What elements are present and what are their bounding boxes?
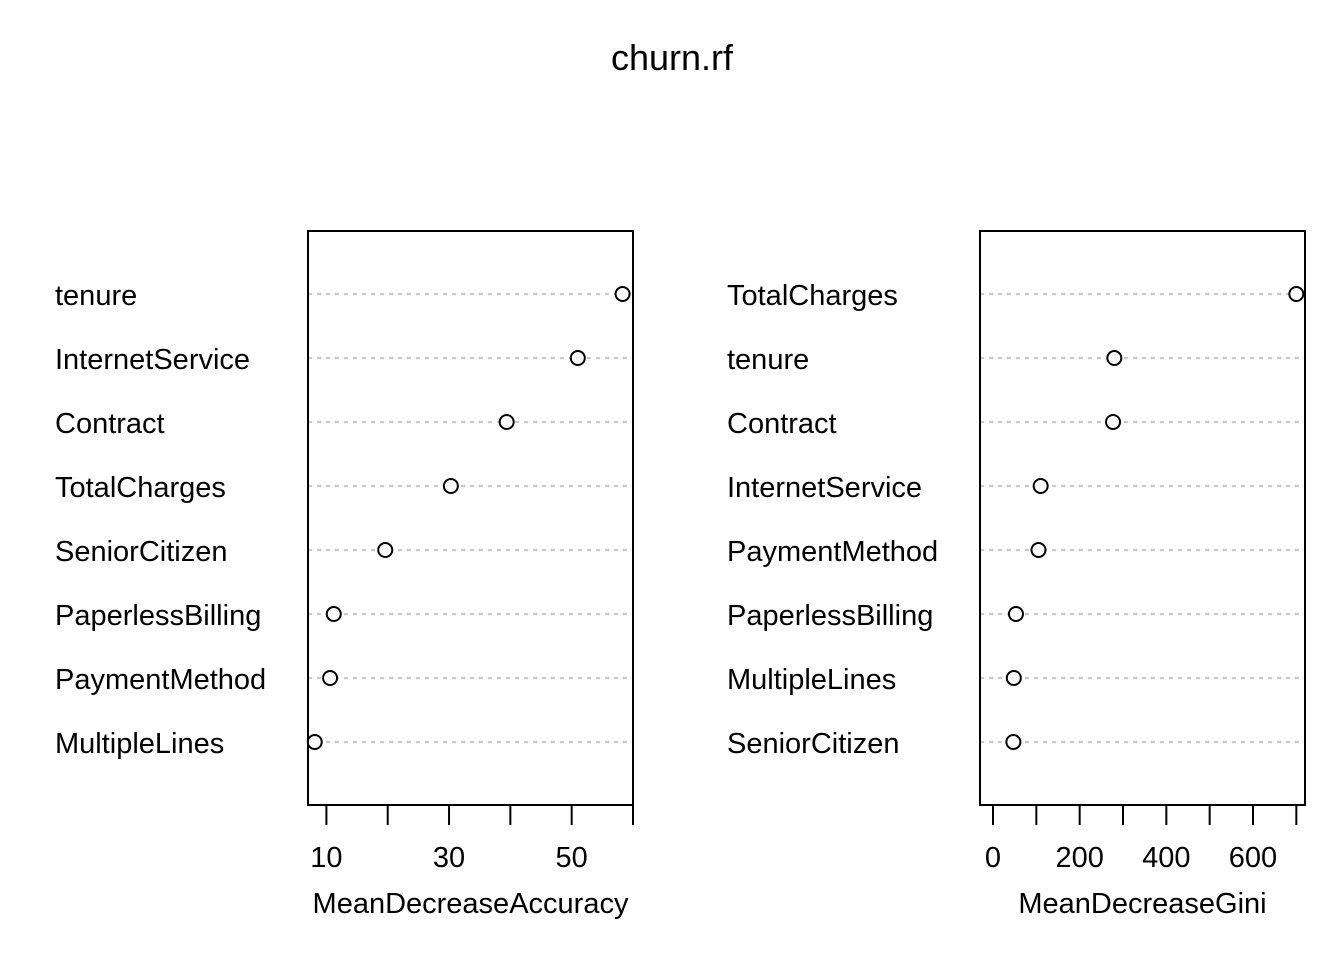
category-label: InternetService <box>727 472 922 504</box>
panels-group: tenureInternetServiceContractTotalCharge… <box>55 230 1306 920</box>
data-point <box>306 734 323 750</box>
data-point <box>1005 670 1022 686</box>
data-point <box>1105 414 1122 430</box>
x-axis-label: MeanDecreaseGini <box>1018 888 1266 920</box>
x-tick-label: 400 <box>1142 842 1190 874</box>
x-tick-label: 10 <box>310 842 342 874</box>
x-tick-label: 30 <box>433 842 465 874</box>
data-point <box>325 606 342 622</box>
x-tick-label: 50 <box>556 842 588 874</box>
data-point <box>1288 286 1305 302</box>
category-label: tenure <box>55 280 137 312</box>
plot-frame <box>307 230 634 806</box>
panel-1: tenure InternetService Contract TotalCharge… <box>55 230 634 920</box>
x-tick-label: 600 <box>1229 842 1277 874</box>
data-point <box>1005 734 1022 750</box>
category-label: MultipleLines <box>55 728 224 760</box>
chart-title: churn.rf <box>611 37 734 78</box>
plot-frame <box>979 230 1306 806</box>
category-label: tenure <box>727 344 809 376</box>
category-label: SeniorCitizen <box>55 536 227 568</box>
category-label: PaymentMethod <box>727 536 938 568</box>
category-label: TotalCharges <box>55 472 226 504</box>
x-tick-label: 200 <box>1055 842 1103 874</box>
category-label: MultipleLines <box>727 664 896 696</box>
category-label: InternetService <box>55 344 250 376</box>
data-point <box>1007 606 1024 622</box>
x-axis-label: MeanDecreaseAccuracy <box>313 888 629 920</box>
category-label: Contract <box>727 408 837 440</box>
data-point <box>1030 542 1047 558</box>
data-point <box>614 286 631 302</box>
data-point <box>1106 350 1123 366</box>
category-label: Contract <box>55 408 165 440</box>
panel-2: TotalCharges tenure Contract InternetServic… <box>727 230 1306 920</box>
data-point <box>377 542 394 558</box>
x-tick-label: 0 <box>985 842 1001 874</box>
category-label: TotalCharges <box>727 280 898 312</box>
data-point <box>498 414 515 430</box>
data-point <box>322 670 339 686</box>
data-point <box>1032 478 1049 494</box>
data-point <box>569 350 586 366</box>
category-label: PaymentMethod <box>55 664 266 696</box>
category-label: PaperlessBilling <box>727 600 933 632</box>
data-point <box>442 478 459 494</box>
category-label: PaperlessBilling <box>55 600 261 632</box>
category-label: SeniorCitizen <box>727 728 899 760</box>
